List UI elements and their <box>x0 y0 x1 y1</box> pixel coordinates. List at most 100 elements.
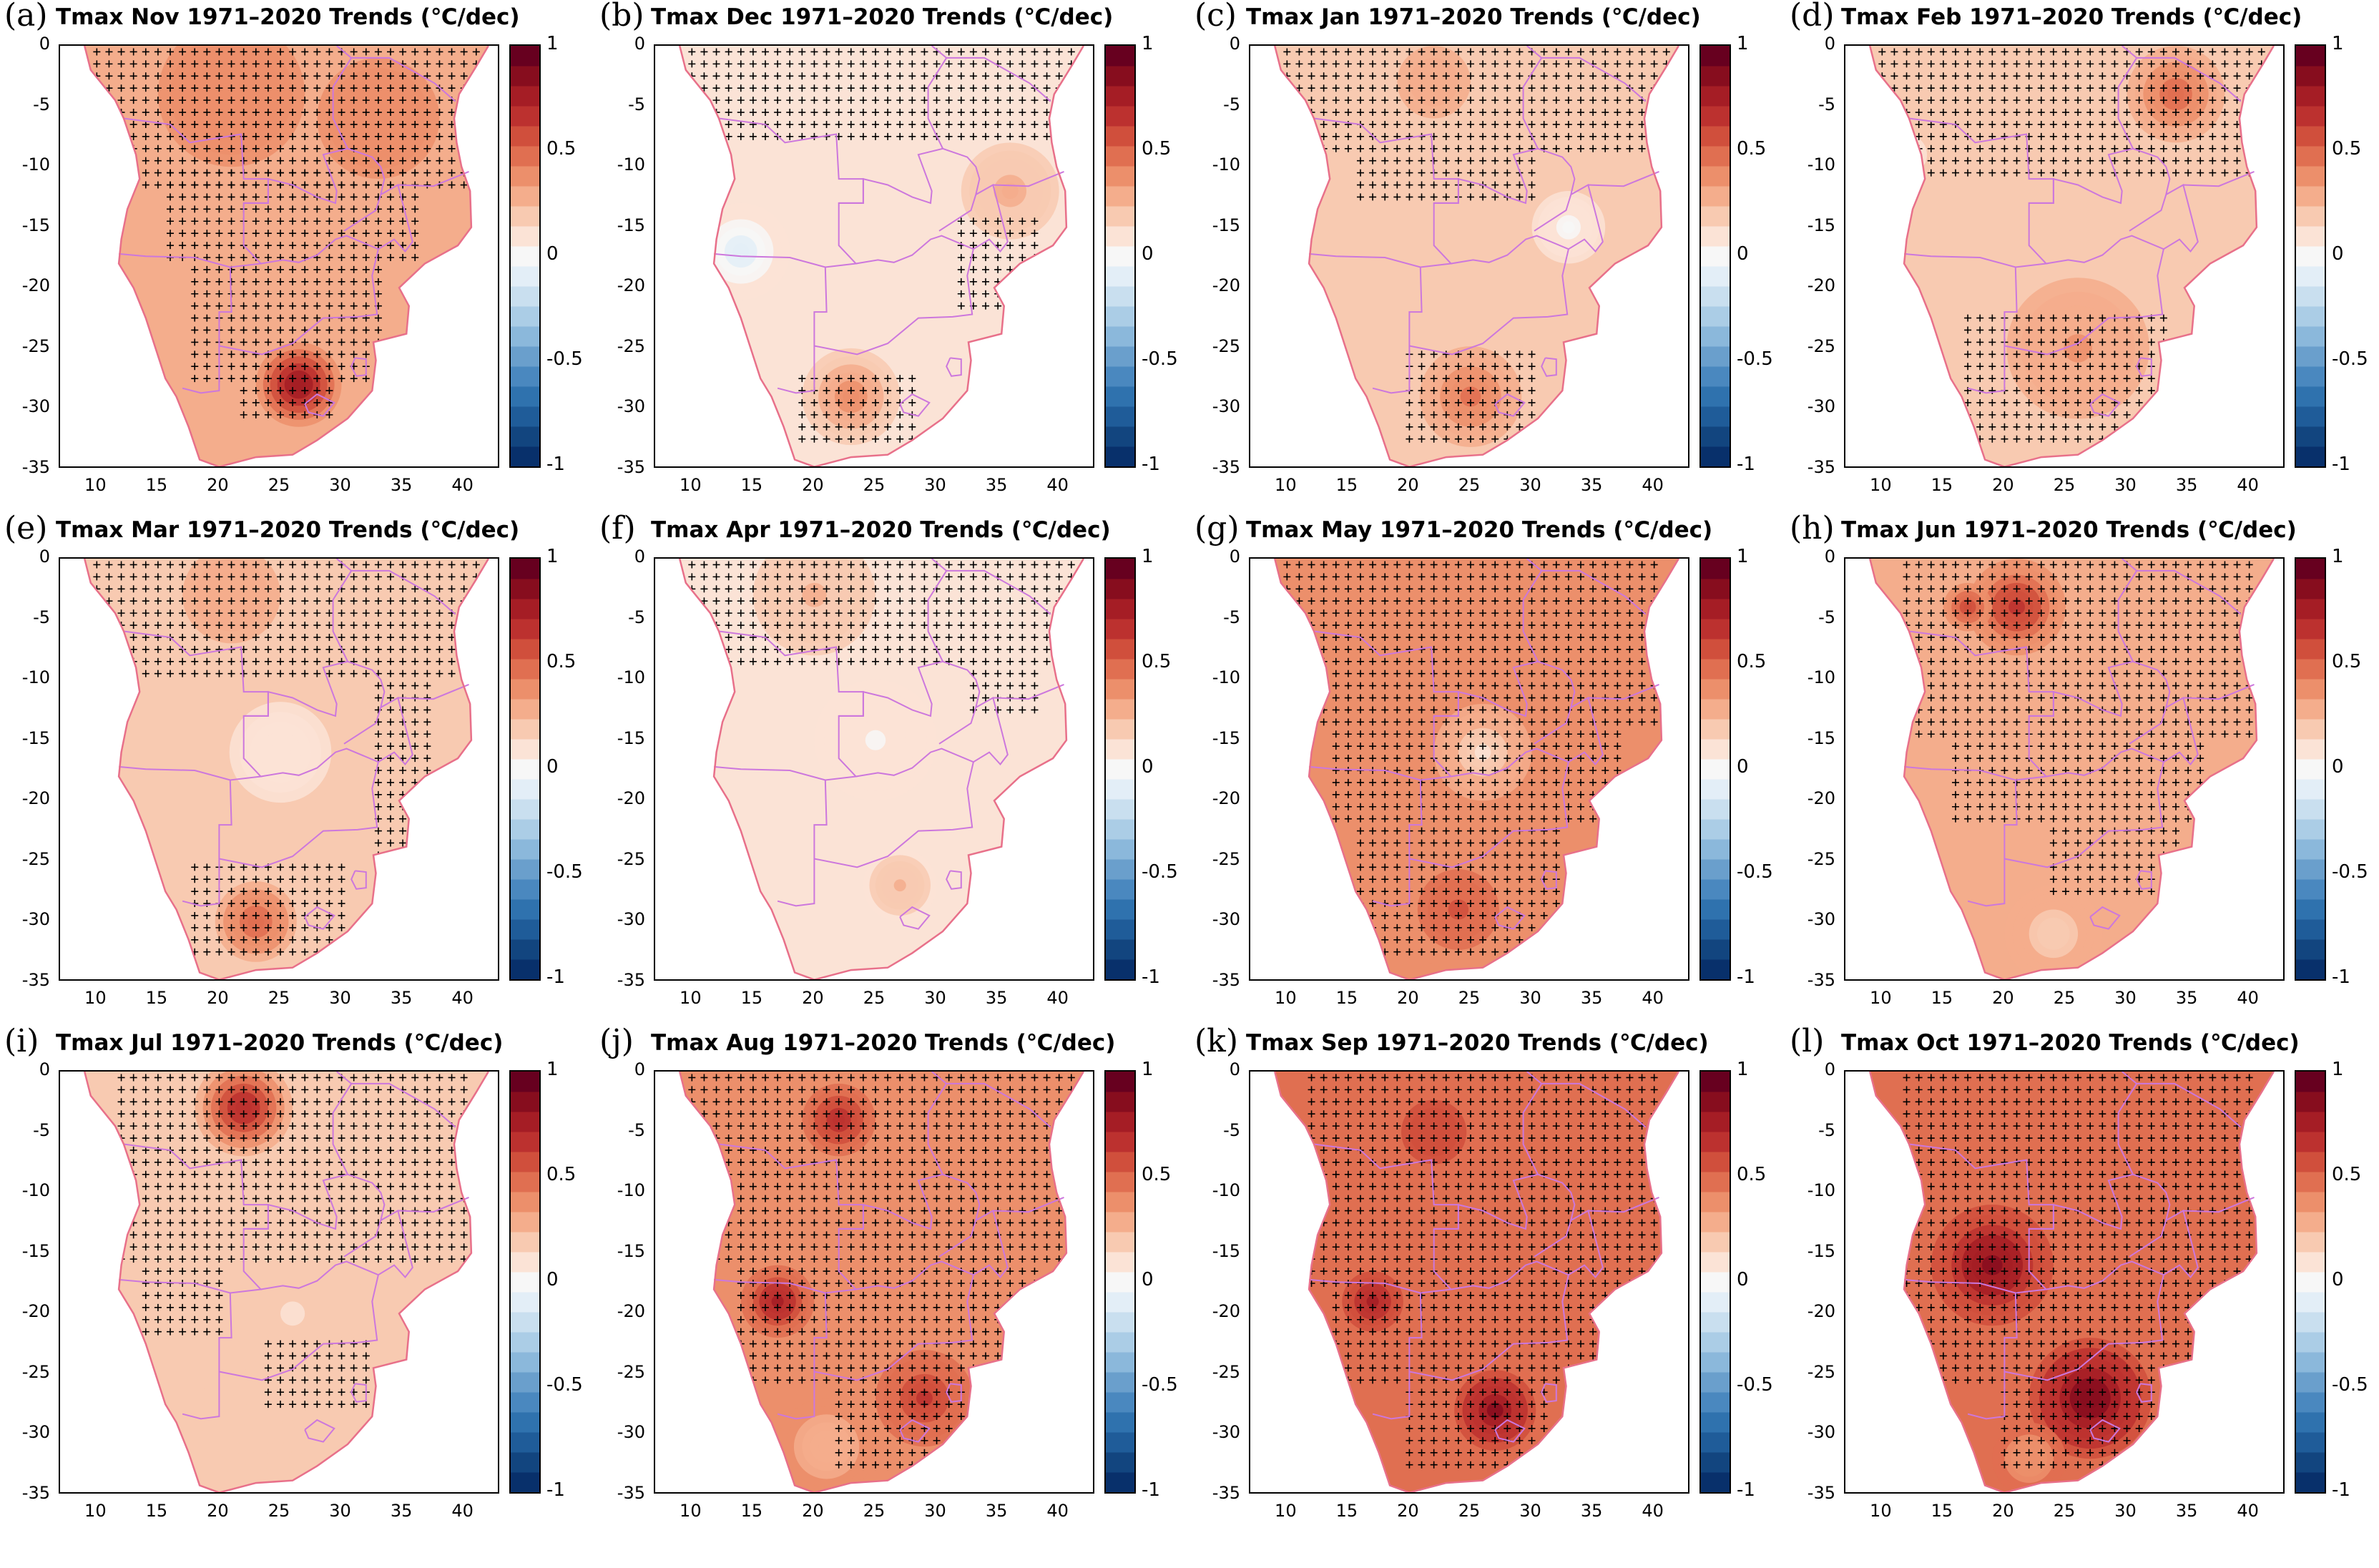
stipple-cross <box>1516 109 1524 117</box>
stipple-cross <box>1381 730 1389 738</box>
stipple-cross <box>1467 839 1474 847</box>
y-tick-label: -25 <box>617 848 645 869</box>
stipple-cross <box>117 181 125 189</box>
stipple-cross <box>1528 363 1536 371</box>
stipple-cross <box>1381 597 1389 605</box>
stipple-cross <box>289 120 297 128</box>
stipple-cross <box>1614 706 1622 714</box>
stipple-cross <box>1442 923 1450 931</box>
stipple-cross <box>1939 633 1947 641</box>
stipple-cross <box>215 48 223 56</box>
stipple-cross <box>2233 694 2241 702</box>
stipple-cross <box>749 597 757 605</box>
stipple-cross <box>191 278 199 285</box>
stipple-cross <box>277 948 284 956</box>
stipple-cross <box>338 670 345 677</box>
stipple-cross <box>240 375 247 383</box>
stipple-cross <box>712 597 720 605</box>
stipple-cross <box>1369 863 1377 871</box>
stipple-cross <box>1540 97 1548 104</box>
stipple-cross <box>1674 144 1679 152</box>
stipple-cross <box>749 585 757 593</box>
stipple-cross <box>1577 790 1584 798</box>
stipple-cross <box>1454 97 1462 104</box>
trend-map <box>1273 46 1679 466</box>
stipple-cross <box>240 48 247 56</box>
stipple-cross <box>105 132 113 140</box>
colorbar-segment <box>1106 959 1134 979</box>
stipple-cross <box>411 169 419 177</box>
stipple-cross <box>1528 923 1536 931</box>
stipple-cross <box>2257 132 2265 140</box>
stipple-cross <box>1638 718 1646 726</box>
stipple-cross <box>362 265 370 273</box>
stipple-cross <box>325 657 333 665</box>
stipple-cross <box>362 254 370 261</box>
stipple-cross <box>1369 803 1377 810</box>
stipple-cross <box>93 109 101 117</box>
stipple-cross <box>896 585 904 593</box>
stipple-cross <box>1927 730 1935 738</box>
stipple-cross <box>798 48 806 56</box>
stipple-cross <box>1504 120 1511 128</box>
stipple-cross <box>142 585 149 593</box>
stipple-cross <box>460 72 468 80</box>
stipple-cross <box>810 423 818 431</box>
stipple-cross <box>215 948 223 956</box>
colorbar-segment <box>1701 959 1730 979</box>
stipple-cross <box>1442 839 1450 847</box>
stipple-cross <box>2037 803 2045 810</box>
y-tick-label: -10 <box>21 667 50 688</box>
stipple-cross <box>1528 633 1536 641</box>
stipple-cross <box>277 230 284 237</box>
stipple-cross <box>215 923 223 931</box>
stipple-cross <box>884 109 892 117</box>
panel-title: Tmax Jan 1971–2020 Trends (℃/dec) <box>1246 4 1701 30</box>
country-border <box>946 870 962 890</box>
stipple-cross <box>1332 60 1340 68</box>
stipple-cross <box>1454 670 1462 677</box>
colorbar-segment <box>1701 306 1730 327</box>
stipple-cross <box>2123 387 2131 395</box>
stipple-cross <box>1504 743 1511 750</box>
stipple-cross <box>1988 411 1996 418</box>
stipple-cross <box>1614 815 1622 823</box>
stipple-cross <box>325 181 333 189</box>
stipple-cross <box>1988 815 1996 823</box>
stipple-cross <box>277 573 284 581</box>
stipple-cross <box>2037 657 2045 665</box>
stipple-cross <box>1369 694 1377 702</box>
stipple-cross <box>227 120 235 128</box>
stipple-cross <box>725 645 732 653</box>
stipple-cross <box>847 398 855 406</box>
stipple-cross <box>227 97 235 104</box>
stipple-cross <box>884 573 892 581</box>
coastline <box>83 46 489 466</box>
stipple-cross <box>1442 633 1450 641</box>
stipple-cross <box>1528 193 1536 201</box>
stipple-cross <box>823 84 830 92</box>
stipple-cross <box>2037 435 2045 443</box>
stipple-cross <box>1577 778 1584 786</box>
stipple-cross <box>1381 657 1389 665</box>
stipple-cross <box>2123 157 2131 165</box>
stipple-cross <box>2074 682 2082 690</box>
stipple-cross <box>908 120 916 128</box>
stipple-cross <box>1283 622 1291 629</box>
stipple-cross <box>277 205 284 213</box>
stipple-cross <box>472 645 480 653</box>
stipple-cross <box>252 181 260 189</box>
stipple-cross <box>762 645 769 653</box>
stipple-cross <box>264 597 272 605</box>
stipple-cross <box>2159 169 2167 177</box>
stipple-cross <box>896 609 904 617</box>
stipple-cross <box>1976 398 1984 406</box>
stipple-cross <box>1614 694 1622 702</box>
stipple-cross <box>1614 670 1622 677</box>
stipple-cross <box>2172 157 2179 165</box>
stipple-cross <box>1964 585 1972 593</box>
stipple-cross <box>1491 561 1499 569</box>
stipple-cross <box>957 302 965 310</box>
stipple-cross <box>362 72 370 80</box>
stipple-cross <box>215 120 223 128</box>
